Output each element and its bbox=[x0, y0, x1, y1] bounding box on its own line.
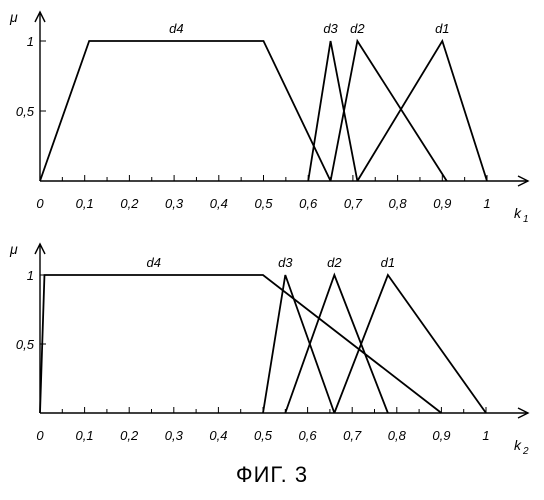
x-tick-label: 0,6 bbox=[299, 196, 318, 211]
x-axis-label-subscript: 2 bbox=[522, 446, 529, 457]
x-axis-label: k bbox=[514, 205, 522, 221]
series-label-d2: d2 bbox=[327, 255, 342, 270]
y-tick-label: 1 bbox=[27, 34, 34, 49]
chart-k2: 00,10,20,30,40,50,60,70,80,910,51μk2d4d3… bbox=[9, 241, 529, 457]
series-label-d2: d2 bbox=[350, 21, 365, 36]
x-tick-label: 0,8 bbox=[388, 428, 407, 443]
series-label-d1: d1 bbox=[381, 255, 395, 270]
x-axis-label: k bbox=[514, 437, 522, 453]
x-tick-label: 0,5 bbox=[254, 428, 273, 443]
x-tick-label: 0,7 bbox=[344, 196, 363, 211]
x-tick-label: 0,9 bbox=[433, 196, 451, 211]
x-tick-label: 0 bbox=[36, 428, 44, 443]
chart-k1: 00,10,20,30,40,50,60,70,80,910,51μk1d4d3… bbox=[9, 9, 529, 225]
y-tick-label: 0,5 bbox=[16, 337, 35, 352]
series-label-d1: d1 bbox=[435, 21, 449, 36]
x-tick-label: 0,2 bbox=[120, 428, 139, 443]
x-tick-label: 0 bbox=[36, 196, 44, 211]
x-tick-label: 1 bbox=[483, 196, 490, 211]
figure-caption: ФИГ. 3 bbox=[0, 462, 544, 488]
series-line-d4 bbox=[40, 275, 441, 413]
x-tick-label: 0,3 bbox=[165, 196, 184, 211]
series-label-d3: d3 bbox=[278, 255, 293, 270]
y-tick-label: 0,5 bbox=[16, 104, 35, 119]
series-label-d3: d3 bbox=[323, 21, 338, 36]
x-tick-label: 0,1 bbox=[76, 196, 94, 211]
series-line-d1 bbox=[334, 275, 486, 413]
x-tick-label: 0,6 bbox=[299, 428, 318, 443]
series-line-d3 bbox=[263, 275, 334, 413]
x-tick-label: 0,9 bbox=[432, 428, 450, 443]
series-line-d4 bbox=[40, 41, 331, 181]
x-tick-label: 0,2 bbox=[120, 196, 139, 211]
x-axis-label-subscript: 1 bbox=[523, 214, 529, 225]
x-tick-label: 0,1 bbox=[76, 428, 94, 443]
y-axis-label: μ bbox=[9, 241, 18, 257]
x-tick-label: 1 bbox=[482, 428, 489, 443]
x-tick-label: 0,8 bbox=[389, 196, 408, 211]
x-tick-label: 0,7 bbox=[343, 428, 362, 443]
series-line-d2 bbox=[285, 275, 388, 413]
series-label-d4: d4 bbox=[146, 255, 160, 270]
series-label-d4: d4 bbox=[169, 21, 183, 36]
y-tick-label: 1 bbox=[27, 268, 34, 283]
x-tick-label: 0,4 bbox=[210, 196, 228, 211]
x-tick-label: 0,5 bbox=[254, 196, 273, 211]
series-line-d3 bbox=[308, 41, 357, 181]
series-line-d1 bbox=[357, 41, 487, 181]
x-tick-label: 0,4 bbox=[209, 428, 227, 443]
y-axis-label: μ bbox=[9, 9, 18, 25]
x-tick-label: 0,3 bbox=[165, 428, 184, 443]
